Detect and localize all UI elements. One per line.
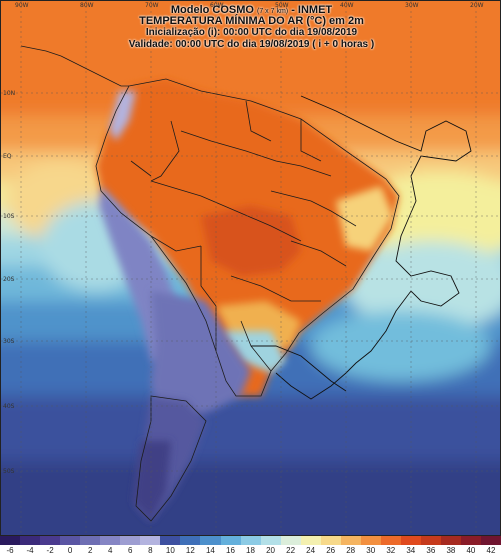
color-scale-tick-label: 18 (246, 546, 255, 555)
model-name: Modelo COSMO (170, 4, 254, 16)
color-swatch (0, 536, 21, 545)
continent-field (96, 79, 399, 521)
color-scale-tick-label: 2 (87, 546, 93, 555)
color-swatch (300, 536, 321, 545)
color-swatch (60, 536, 81, 545)
longitude-label: 40W (340, 2, 354, 9)
institute-name: - INMET (291, 4, 333, 16)
color-scale-tick-label: 0 (67, 546, 73, 555)
color-scale-tick-label: 16 (226, 546, 235, 555)
color-scale-tick-label: 26 (326, 546, 336, 555)
color-scale-tick-label: 42 (486, 546, 496, 555)
color-scale-ticks: -6 -4 -2 0 2 4 6 8 10 12 14 16 18 20 22 24 26 28 30 32 34 36 3… (0, 546, 501, 557)
map-panel: Modelo COSMO (7 x 7 km) - INMET TEMPERAT… (0, 0, 501, 536)
color-scale-tick-label: 28 (346, 546, 356, 555)
color-scale-tick-label: 14 (205, 546, 215, 555)
latitude-label: 10S (3, 213, 15, 220)
color-scale-tick-label: 8 (148, 546, 153, 555)
color-scale-tick-label: 30 (366, 546, 376, 555)
color-swatch (100, 536, 121, 545)
color-scale-tick-label: -2 (46, 546, 54, 555)
latitude-label: 20S (3, 276, 15, 283)
color-swatch (20, 536, 41, 545)
color-scale-tick-label: 20 (266, 546, 275, 555)
variable-title: TEMPERATURA MÍNIMA DO AR (°C) em 2m (139, 15, 364, 27)
color-swatch (80, 536, 101, 545)
model-resolution: (7 x 7 km) (257, 8, 289, 15)
latitude-label: 30S (3, 338, 15, 345)
color-swatch (140, 536, 161, 545)
latitude-label: EQ (3, 153, 12, 160)
color-scale-tick-label: 36 (426, 546, 436, 555)
color-swatch (441, 536, 462, 545)
longitude-label: 60W (210, 2, 224, 9)
color-swatch (120, 536, 141, 545)
color-scale-legend: -6 -4 -2 0 2 4 6 8 10 12 14 16 18 20 22 24 26 28 30 32 34 36 3… (0, 536, 501, 557)
color-swatch (340, 536, 361, 545)
color-swatch (420, 536, 442, 545)
color-swatch (461, 536, 482, 545)
color-swatch (240, 536, 261, 545)
color-swatch (400, 536, 421, 545)
longitude-label: 80W (80, 2, 94, 9)
color-scale-tick-label: 34 (406, 546, 416, 555)
graticule (1, 1, 500, 535)
color-scale-tick-label: 40 (466, 546, 476, 555)
map-title: Modelo COSMO (7 x 7 km) - INMET (1, 4, 500, 18)
color-scale-tick-label: 10 (165, 546, 175, 555)
latitude-label: 10N (3, 90, 16, 97)
color-scale-tick-label: 6 (128, 546, 133, 555)
latitude-label: 40S (3, 403, 15, 410)
color-swatch (280, 536, 301, 545)
color-swatch (320, 536, 341, 545)
color-scale-tick-label: 38 (446, 546, 456, 555)
color-scale-tick-label: 32 (386, 546, 396, 555)
longitude-label: 50W (275, 2, 289, 9)
longitude-label: 90W (15, 2, 29, 9)
color-scale-strip (0, 536, 501, 545)
longitude-label: 30W (405, 2, 419, 9)
color-swatch (200, 536, 221, 545)
color-swatch (360, 536, 381, 545)
color-swatch (160, 536, 181, 545)
color-scale-tick-label: -4 (26, 546, 34, 555)
color-swatch (220, 536, 241, 545)
color-swatch (40, 536, 61, 545)
color-scale-tick-label: 4 (107, 546, 113, 555)
initialization-time: Inicialização (i): 00:00 UTC do dia 19/0… (145, 27, 358, 38)
longitude-label: 20W (470, 2, 484, 9)
validity-time: Validade: 00:00 UTC do dia 19/08/2019 ( … (128, 39, 375, 50)
color-scale-tick-label: 12 (185, 546, 195, 555)
color-swatch (481, 536, 501, 545)
color-scale-tick-label: -6 (6, 546, 14, 555)
color-scale-tick-label: 24 (306, 546, 316, 555)
latitude-label: 50S (3, 468, 15, 475)
color-scale-tick-label: 22 (286, 546, 296, 555)
color-swatch (380, 536, 401, 545)
color-swatch (260, 536, 281, 545)
color-swatch (180, 536, 201, 545)
temperature-map (1, 1, 500, 535)
longitude-label: 70W (145, 2, 159, 9)
